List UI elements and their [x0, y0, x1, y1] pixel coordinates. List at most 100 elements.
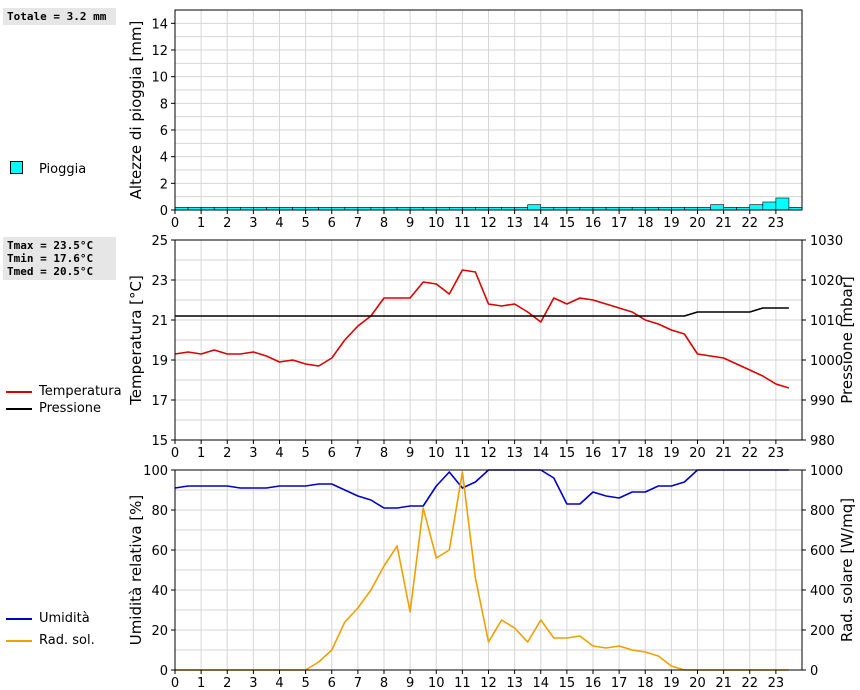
- hum-x-tick-label: 4: [275, 676, 283, 690]
- tmed-label: Tmed = 20.5°C: [7, 265, 94, 278]
- temp-x-tick-label: 20: [689, 446, 706, 461]
- temp-y-tick-label: 17: [151, 394, 168, 409]
- hum-y-right-axis-label: Rad. solare [W/mq]: [838, 498, 856, 642]
- temp-x-tick-label: 19: [663, 446, 680, 461]
- legend-rain-swatch: [10, 161, 23, 174]
- hum-x-tick-label: 2: [223, 676, 231, 690]
- hum-y-tick-label: 40: [151, 584, 168, 599]
- tmin-label: Tmin = 17.6°C: [7, 252, 94, 265]
- rain-x-tick-label: 12: [480, 216, 497, 231]
- rain-bar: [527, 204, 542, 211]
- rain-y-tick-label: 0: [160, 204, 168, 219]
- hum-x-tick-label: 9: [406, 676, 414, 690]
- solar-line: [175, 471, 789, 671]
- temp-x-tick-label: 1: [197, 446, 205, 461]
- temp-y-right-tick-label: 1000: [810, 354, 843, 369]
- temp-x-tick-label: 17: [611, 446, 628, 461]
- temp-y-tick-label: 23: [151, 274, 168, 289]
- temp-x-tick-label: 4: [275, 446, 283, 461]
- hum-x-tick-label: 1: [197, 676, 205, 690]
- legend-pressure-label: Pressione: [39, 401, 102, 416]
- temp-x-tick-label: 16: [585, 446, 602, 461]
- rain-x-tick-label: 11: [454, 216, 471, 231]
- legend-humidity-label: Umidità: [39, 611, 90, 626]
- temp-x-tick-label: 11: [454, 446, 471, 461]
- temp-x-tick-label: 13: [506, 446, 523, 461]
- hum-x-tick-label: 23: [768, 676, 785, 690]
- temp-y-tick-label: 15: [151, 434, 168, 449]
- rain-x-tick-label: 13: [506, 216, 523, 231]
- hum-x-tick-label: 20: [689, 676, 706, 690]
- hum-x-tick-label: 16: [585, 676, 602, 690]
- temp-x-tick-label: 9: [406, 446, 414, 461]
- hum-x-tick-label: 15: [559, 676, 576, 690]
- temp-x-tick-label: 22: [741, 446, 758, 461]
- temp-x-tick-label: 21: [715, 446, 732, 461]
- rain-x-tick-label: 4: [275, 216, 283, 231]
- legend-solar-swatch: [6, 640, 32, 642]
- temp-x-tick-label: 2: [223, 446, 231, 461]
- legend-solar-label: Rad. sol.: [39, 633, 95, 648]
- temp-y-right-tick-label: 1030: [810, 234, 843, 249]
- temp-x-tick-label: 7: [354, 446, 362, 461]
- rain-y-axis-label: Altezze di pioggia [mm]: [127, 21, 145, 200]
- hum-x-tick-label: 6: [328, 676, 336, 690]
- rain-y-tick-label: 8: [160, 97, 168, 112]
- hum-x-tick-label: 19: [663, 676, 680, 690]
- hum-y-right-tick-label: 400: [810, 584, 835, 599]
- rain-x-tick-label: 19: [663, 216, 680, 231]
- rain-x-tick-label: 9: [406, 216, 414, 231]
- rain-x-tick-label: 3: [249, 216, 257, 231]
- temperature-line: [174, 269, 790, 389]
- hum-x-tick-label: 22: [741, 676, 758, 690]
- legend-temperature-swatch: [6, 391, 32, 393]
- rain-bar: [775, 197, 790, 211]
- rain-x-tick-label: 21: [715, 216, 732, 231]
- rain-x-tick-label: 17: [611, 216, 628, 231]
- rain-x-tick-label: 2: [223, 216, 231, 231]
- hum-y-tick-label: 20: [151, 624, 168, 639]
- rain-x-tick-label: 7: [354, 216, 362, 231]
- temp-x-tick-label: 6: [328, 446, 336, 461]
- hum-x-tick-label: 18: [637, 676, 654, 690]
- hum-x-tick-label: 13: [506, 676, 523, 690]
- rain-x-tick-label: 5: [301, 216, 309, 231]
- legend-temperature-label: Temperatura: [39, 384, 122, 399]
- temp-y-tick-label: 25: [151, 234, 168, 249]
- legend-rain-label: Pioggia: [39, 162, 87, 177]
- rain-x-tick-label: 6: [328, 216, 336, 231]
- rain-x-tick-label: 16: [585, 216, 602, 231]
- temp-y-tick-label: 19: [151, 354, 168, 369]
- temp-x-tick-label: 14: [532, 446, 549, 461]
- hum-y-right-tick-label: 600: [810, 544, 835, 559]
- temp-x-tick-label: 5: [301, 446, 309, 461]
- temperature-stats: Tmax = 23.5°C Tmin = 17.6°C Tmed = 20.5°…: [3, 237, 116, 280]
- hum-y-tick-label: 60: [151, 544, 168, 559]
- rain-y-tick-label: 4: [160, 151, 168, 166]
- temp-y-right-axis-label: Pressione [mbar]: [838, 276, 856, 404]
- hum-x-tick-label: 14: [532, 676, 549, 690]
- rain-x-tick-label: 20: [689, 216, 706, 231]
- rain-x-tick-label: 18: [637, 216, 654, 231]
- hum-y-right-tick-label: 1000: [810, 464, 843, 479]
- tmax-label: Tmax = 23.5°C: [7, 239, 94, 252]
- rain-y-tick-label: 2: [160, 177, 168, 192]
- temp-x-tick-label: 12: [480, 446, 497, 461]
- temp-x-tick-label: 23: [768, 446, 785, 461]
- hum-x-tick-label: 5: [301, 676, 309, 690]
- rain-total-label: Totale = 3.2 mm: [3, 8, 116, 25]
- hum-x-tick-label: 7: [354, 676, 362, 690]
- rain-y-tick-label: 12: [151, 44, 168, 59]
- rain-x-tick-label: 8: [380, 216, 388, 231]
- rain-bar: [749, 204, 764, 211]
- hum-y-axis-label: Umidità relativa [%]: [127, 495, 145, 646]
- rain-x-tick-label: 15: [559, 216, 576, 231]
- temp-x-tick-label: 0: [171, 446, 179, 461]
- legend-humidity-swatch: [6, 618, 32, 620]
- hum-y-tick-label: 80: [151, 504, 168, 519]
- rain-y-tick-label: 14: [151, 17, 168, 32]
- hum-x-tick-label: 0: [171, 676, 179, 690]
- temp-x-tick-label: 18: [637, 446, 654, 461]
- rain-x-tick-label: 14: [532, 216, 549, 231]
- hum-y-right-tick-label: 800: [810, 504, 835, 519]
